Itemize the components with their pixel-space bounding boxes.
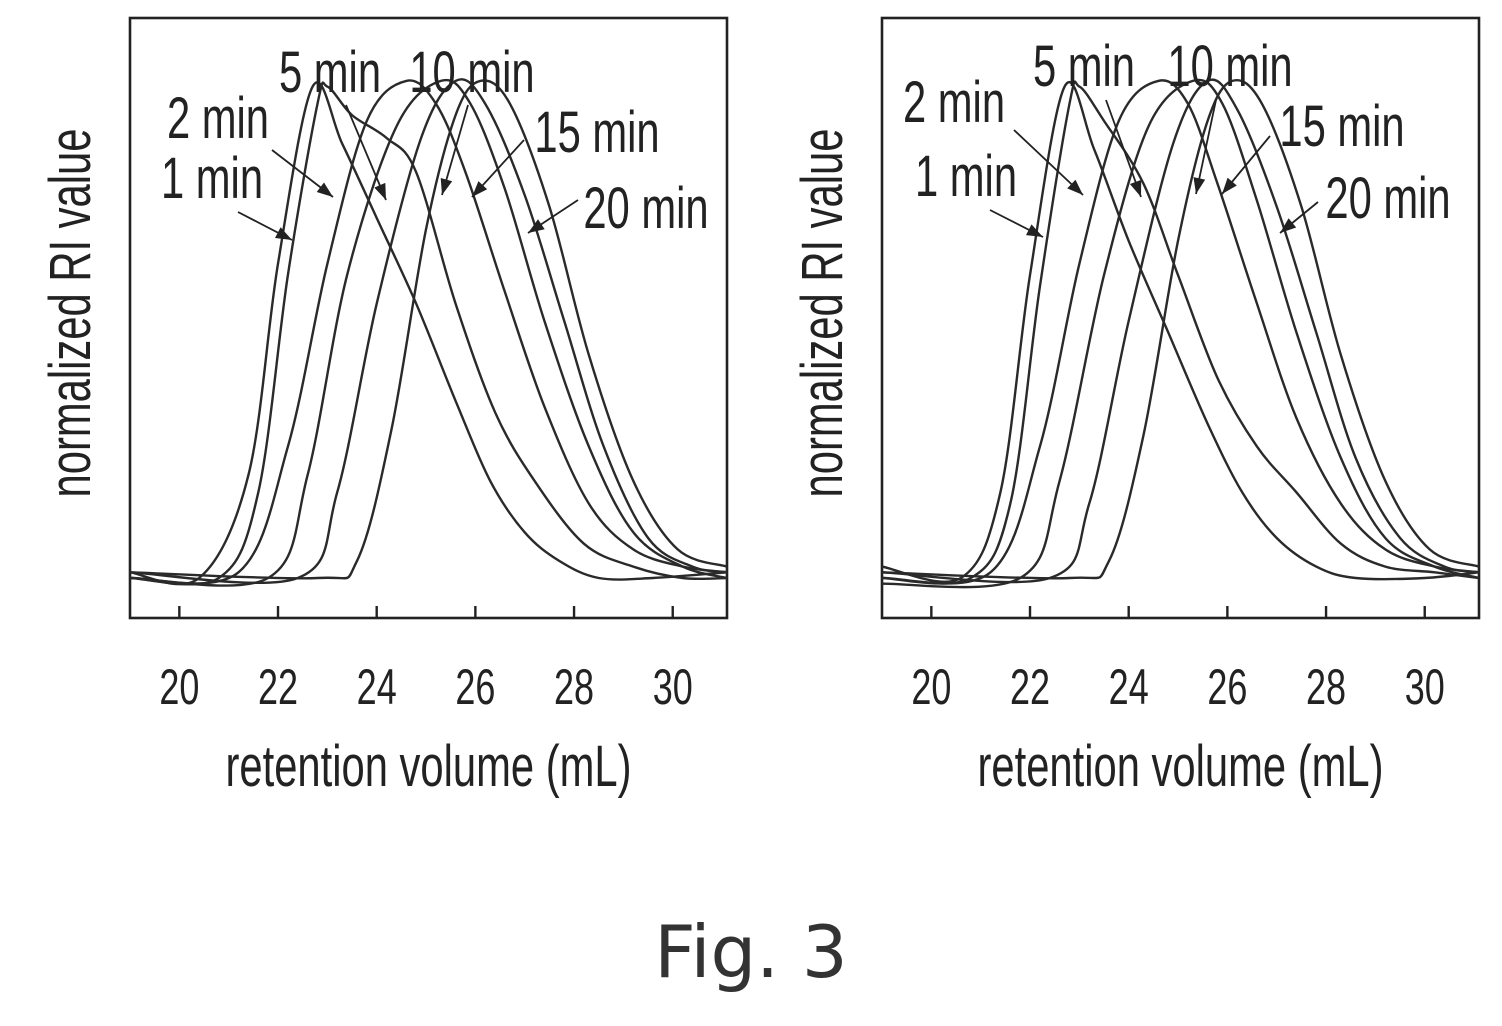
annotation-label-10-min: 10 min: [1167, 33, 1292, 98]
x-tick-label: 22: [1010, 660, 1050, 715]
annotation-arrowhead-15-min: [1222, 177, 1237, 194]
x-tick-label: 24: [1109, 660, 1149, 715]
series-line-1-min: [130, 81, 727, 586]
series-line-20-min: [130, 79, 727, 580]
series-group: [130, 78, 727, 587]
annotation-label-20-min: 20 min: [1325, 165, 1450, 230]
annotation-arrowhead-20-min: [1280, 218, 1297, 233]
x-axis-title: retention volume (mL): [978, 733, 1384, 798]
annotation-label-10-min: 10 min: [409, 39, 534, 104]
x-tick-label: 20: [159, 660, 199, 715]
annotation-label-20-min: 20 min: [583, 175, 708, 240]
series-group: [882, 78, 1479, 589]
annotation-arrowhead-1-min: [1026, 224, 1043, 237]
series-line-5-min: [130, 79, 727, 585]
annotation-arrowhead-5-min: [1129, 179, 1142, 197]
annotation-label-1-min: 1 min: [161, 145, 263, 210]
annotation-label-5-min: 5 min: [1033, 33, 1135, 98]
annotation-label-15-min: 15 min: [1279, 93, 1404, 158]
x-tick-label: 22: [258, 660, 298, 715]
annotation-arrowhead-2-min: [316, 182, 333, 197]
y-axis-title: normalized RI value: [789, 129, 854, 498]
annotation-label-2-min: 2 min: [167, 85, 269, 150]
annotation-arrowhead-2-min: [1067, 179, 1083, 195]
annotation-label-1-min: 1 min: [915, 143, 1017, 208]
annotation-arrow-5-min: [345, 104, 387, 201]
annotation-arrowhead-10-min: [440, 178, 453, 195]
x-tick-label: 24: [357, 660, 397, 715]
annotation-arrowhead-1-min: [275, 227, 292, 240]
annotation-label-2-min: 2 min: [903, 69, 1005, 134]
x-tick-label: 30: [653, 660, 693, 715]
annotation-label-15-min: 15 min: [534, 99, 659, 164]
series-line-10-min: [130, 78, 727, 587]
series-line-20-min: [882, 78, 1479, 580]
plot-frame: [128, 16, 729, 620]
plot-frame: [880, 16, 1481, 620]
annotation-label-5-min: 5 min: [279, 39, 381, 104]
series-line-2-min: [882, 80, 1479, 585]
y-axis-title-group: normalized RI value: [789, 129, 854, 498]
series-line-2-min: [130, 81, 727, 586]
annotation-arrowhead-15-min: [472, 181, 488, 197]
annotation-arrowhead-5-min: [374, 182, 386, 200]
series-line-10-min: [882, 78, 1479, 589]
y-axis-title-group: normalized RI value: [37, 129, 102, 498]
x-tick-label: 28: [554, 660, 594, 715]
chart-panel-1: 20 22 24 26 28 30 retention volume (mL) normali…: [37, 16, 729, 799]
annotation-arrowhead-20-min: [528, 219, 545, 233]
chart-panel-2: 20 22 24 26 28 30 retention volume (mL) normali…: [789, 16, 1481, 799]
y-axis-title: normalized RI value: [37, 129, 102, 498]
x-tick-label: 20: [911, 660, 951, 715]
series-line-1-min: [882, 81, 1479, 583]
x-tick-label: 30: [1405, 660, 1445, 715]
x-tick-label: 28: [1306, 660, 1346, 715]
annotation-arrow-5-min: [1105, 99, 1142, 198]
annotation-arrow-10-min: [1195, 99, 1217, 195]
series-line-5-min: [882, 79, 1479, 585]
x-tick-label: 26: [1207, 660, 1247, 715]
x-axis-title: retention volume (mL): [226, 733, 632, 798]
x-tick-label: 26: [455, 660, 495, 715]
annotation-arrowhead-10-min: [1193, 177, 1206, 194]
figure-caption: Fig. 3: [654, 910, 848, 994]
